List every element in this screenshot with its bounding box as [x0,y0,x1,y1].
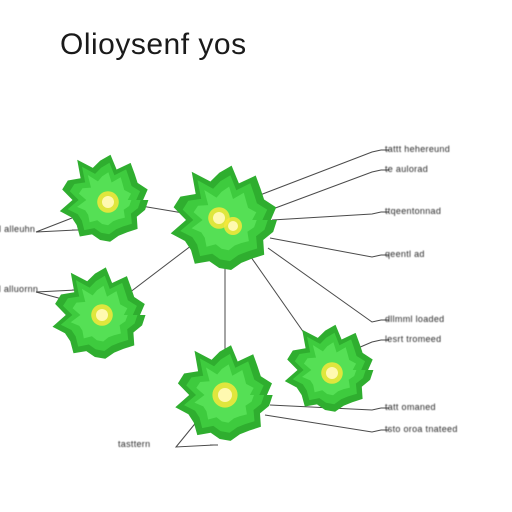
callout-label: pentl alluornn [0,284,38,295]
callout-label: tsto oroa tnateed [385,424,458,435]
cell-mid-left [50,265,150,365]
diagram-canvas: Olioysenf yos tenttl alleuhn pentl alluor… [0,0,512,512]
callout-label: lesrt tromeed [385,334,441,345]
callout-label: tasttern [118,439,150,450]
callout-label: qeentl ad [385,249,425,260]
cell-bottom-right [282,322,378,418]
callout-label: ttqeentonnad [385,206,441,217]
callout-label: dllmml loaded [385,314,444,325]
callout-label: tattt hehereund [385,144,450,155]
callout-label: tatt omaned [385,402,436,413]
callout-label: te aulorad [385,164,428,175]
cell-center [169,164,281,276]
diagram-title: Olioysenf yos [60,28,247,62]
cell-bottom-center [173,343,277,447]
callout-label: tenttl alleuhn [0,224,35,235]
cell-top-left [57,152,153,248]
